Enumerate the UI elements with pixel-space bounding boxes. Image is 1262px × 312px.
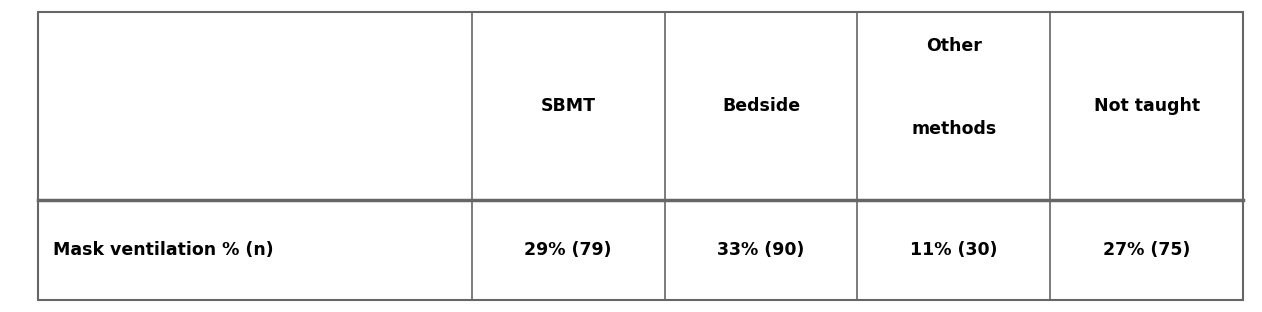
Text: Bedside: Bedside xyxy=(722,97,800,115)
Text: 11% (30): 11% (30) xyxy=(910,241,997,259)
Text: 29% (79): 29% (79) xyxy=(525,241,612,259)
Text: SBMT: SBMT xyxy=(540,97,596,115)
Text: 27% (75): 27% (75) xyxy=(1103,241,1190,259)
Text: Mask ventilation % (n): Mask ventilation % (n) xyxy=(53,241,274,259)
Text: Not taught: Not taught xyxy=(1094,97,1200,115)
Text: methods: methods xyxy=(911,120,997,138)
Text: 33% (90): 33% (90) xyxy=(717,241,805,259)
Text: Other: Other xyxy=(926,37,982,55)
